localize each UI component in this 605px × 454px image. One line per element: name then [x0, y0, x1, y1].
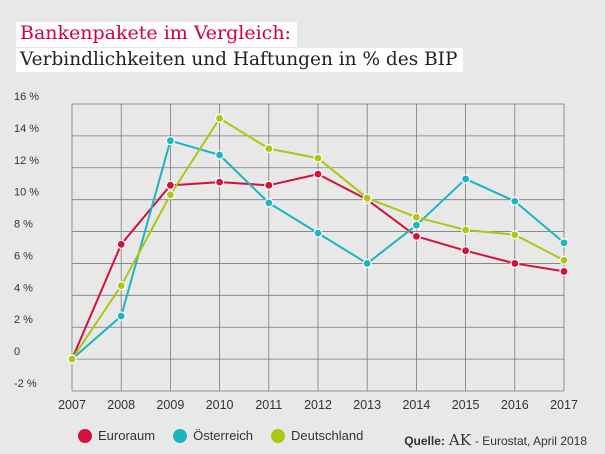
data-point: [559, 266, 569, 277]
x-tick-label: 2008: [107, 398, 135, 412]
data-point: [165, 190, 175, 200]
legend-swatch-oesterreich: [173, 428, 188, 443]
x-tick-label: 2013: [353, 398, 381, 412]
legend: Euroraum Österreich Deutschland: [78, 428, 363, 443]
x-tick-label: 2009: [156, 398, 184, 412]
data-point: [313, 228, 323, 238]
source-text: - Eurostat, April 2018: [474, 434, 587, 448]
y-tick-label: 6 %: [14, 250, 33, 262]
data-point: [165, 180, 175, 190]
source-note: Quelle: AK - Eurostat, April 2018: [404, 431, 587, 449]
data-point: [264, 180, 274, 190]
y-tick-label: 4 %: [14, 282, 33, 294]
data-point: [116, 281, 126, 291]
legend-item-euroraum: Euroraum: [78, 428, 155, 443]
x-tick-label: 2010: [206, 398, 234, 412]
x-tick-label: 2017: [550, 398, 578, 412]
data-point: [411, 220, 421, 230]
legend-label-oesterreich: Österreich: [193, 428, 254, 443]
y-tick-label: 2 %: [14, 314, 33, 326]
data-point: [510, 258, 520, 269]
source-label: Quelle:: [404, 434, 445, 448]
data-point: [165, 136, 175, 146]
data-point: [215, 113, 225, 123]
data-point: [411, 212, 421, 222]
x-tick-label: 2015: [452, 398, 480, 412]
legend-label-euroraum: Euroraum: [98, 428, 156, 443]
legend-label-deutschland: Deutschland: [291, 428, 364, 443]
data-point: [313, 169, 323, 179]
data-point: [362, 258, 372, 269]
x-tick-label: 2011: [255, 398, 282, 412]
data-point: [215, 150, 225, 160]
chart-title: Bankenpakete im Vergleich:: [16, 22, 297, 47]
data-point: [559, 255, 569, 265]
x-tick-label: 2016: [501, 398, 529, 412]
x-tick-label: 2014: [402, 398, 430, 412]
data-point: [362, 193, 372, 203]
data-point: [559, 238, 569, 248]
data-point: [313, 153, 323, 163]
data-point: [461, 174, 471, 184]
data-point: [461, 246, 471, 256]
x-tick-label: 2012: [304, 398, 332, 412]
legend-swatch-deutschland: [271, 428, 286, 443]
data-point: [510, 196, 520, 206]
legend-item-deutschland: Deutschland: [271, 428, 363, 443]
data-point: [116, 239, 126, 249]
data-point: [67, 354, 77, 364]
legend-swatch-euroraum: [78, 428, 92, 443]
data-point: [264, 144, 274, 154]
y-tick-label: 0: [14, 346, 20, 358]
data-point: [461, 225, 471, 235]
data-point: [215, 177, 225, 187]
chart-title-block: Bankenpakete im Vergleich: Verbindlichke…: [16, 22, 464, 73]
x-tick-label: 2007: [58, 398, 86, 412]
y-tick-label: 16 %: [14, 91, 39, 103]
source-brand: AK: [448, 431, 471, 449]
data-point: [411, 231, 421, 241]
data-point: [116, 311, 126, 321]
data-point: [264, 198, 274, 208]
chart-subtitle: Verbindlichkeiten und Haftungen in % des…: [16, 47, 464, 73]
legend-item-oesterreich: Österreich: [173, 428, 253, 443]
y-tick-label: -2 %: [14, 378, 37, 390]
y-tick-label: 14 %: [14, 123, 39, 135]
y-tick-label: 12 %: [14, 155, 39, 167]
y-tick-label: 8 %: [14, 219, 33, 231]
data-point: [510, 230, 520, 240]
y-tick-label: 10 %: [14, 187, 39, 199]
